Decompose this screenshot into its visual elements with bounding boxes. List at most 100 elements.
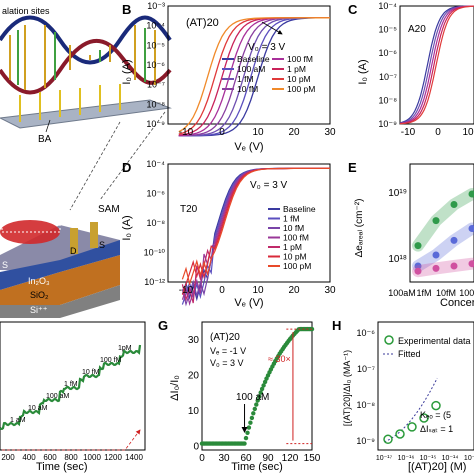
panel-b-xtick: -10: [179, 127, 194, 138]
drain-label: D: [70, 246, 77, 256]
panel-f-annotation: 100 fM: [100, 357, 122, 364]
panel-b: B 10⁻³ 10⁻⁴ 10⁻⁵ 10⁻⁶ 10⁻⁷ 10⁻⁸ 10⁻⁹ -10 0 10 20 3…: [121, 1, 336, 153]
panel-b-ytick: 10⁻⁹: [146, 119, 165, 129]
panel-g-xtick: 0: [199, 453, 205, 464]
panel-d-ytick: 10⁻¹⁰: [144, 248, 166, 258]
panel-h-ytick: 10⁻⁶: [357, 328, 376, 338]
panel-d-xlabel: Vₑ (V): [234, 297, 263, 309]
panel-f-xtick: 600: [43, 453, 57, 462]
panel-d-ylabel: I₀ (A): [121, 215, 133, 240]
panel-g-point: [245, 430, 250, 435]
panel-g-xtick: 30: [218, 453, 230, 464]
panel-h-isat: ΔIₛₐₜ = 1: [420, 424, 453, 434]
panel-b-legend-label: 100 aM: [237, 64, 265, 74]
panel-b-ytick: 10⁻⁸: [146, 99, 165, 109]
panel-g-xtick: 120: [282, 453, 299, 464]
panel-b-xlabel: Vₑ (V): [234, 141, 263, 153]
panel-h-ytick: 10⁻⁹: [356, 436, 375, 446]
panel-d-xtick: 30: [324, 285, 336, 296]
panel-e-xtick: 10fM: [436, 288, 456, 298]
in2o3-label: In₂O₃: [28, 276, 50, 286]
panel-b-ytick: 10⁻⁷: [147, 80, 165, 90]
panel-e-point: [414, 242, 422, 250]
panel-g-point: [259, 386, 265, 392]
panel-g-point: [261, 383, 266, 388]
panel-g-ytick: 30: [188, 335, 200, 346]
panel-c-ylabel: I₀ (A): [357, 59, 369, 84]
panel-h-xtick: 10⁻¹⁷: [376, 455, 393, 462]
panel-c-xtick: 0: [435, 127, 441, 138]
panel-d-ytick: 10⁻¹²: [144, 277, 165, 287]
panel-c-letter: C: [348, 2, 358, 17]
panel-f-xtick: 1000: [83, 453, 101, 462]
panel-h-ytick: 10⁻⁷: [357, 364, 375, 374]
panel-e-xtick: 1fM: [416, 288, 431, 298]
panel-d-tag: T20: [180, 204, 198, 215]
panel-g-point: [257, 394, 262, 399]
source-label-right: S: [99, 240, 105, 250]
panel-h-xtick: 10⁻¹⁴: [442, 455, 459, 462]
panel-c-xtick: -10: [401, 127, 416, 138]
panel-b-xtick: 30: [324, 127, 336, 138]
panel-e-point: [432, 264, 440, 272]
panel-c-ytick: 10⁻⁷: [379, 72, 397, 82]
panel-h-point: [419, 413, 429, 423]
panel-d-xtick: -10: [179, 285, 194, 296]
panel-b-legend-label: 10 fM: [237, 84, 258, 94]
panel-g-xtick: 60: [240, 453, 252, 464]
panel-e-point: [468, 260, 474, 268]
panel-b-ytick: 10⁻³: [147, 1, 165, 11]
panel-c-ytick: 10⁻⁴: [378, 1, 397, 11]
panel-f-xtick: 400: [22, 453, 36, 462]
panel-f-xtick: 1400: [125, 453, 143, 462]
panel-d-letter: D: [122, 160, 131, 175]
panel-g: G 0 10 20 30 0 30 60 90 120 150 (AT)20 Vₑ = -1 V…: [158, 318, 321, 473]
panel-d-legend-label: 100 pM: [283, 261, 311, 271]
panel-c-curve-4: [399, 5, 474, 125]
panel-d-legend-label: 10 fM: [283, 223, 304, 233]
panel-f-annotation: 1 fM: [64, 381, 78, 388]
panel-h-point: [407, 422, 417, 432]
panel-f-annotation: 10 fM: [82, 369, 100, 376]
panel-b-letter: B: [122, 2, 131, 17]
panel-d-xtick: 10: [252, 285, 264, 296]
panel-b-tag: (AT)20: [186, 17, 219, 29]
panel-b-xtick: 0: [219, 127, 225, 138]
panel-g-tag: (AT)20: [210, 332, 240, 343]
panel-b-xtick: 10: [252, 127, 264, 138]
panel-h-point: [395, 429, 405, 439]
panel-b-legend-label: 10 pM: [287, 74, 311, 84]
panel-g-point: [254, 402, 259, 407]
panel-b-ylabel: I₀ (A): [121, 59, 133, 84]
panel-c: C 10⁻⁴ 10⁻⁵ 10⁻⁶ 10⁻⁷ 10⁻⁸ 10⁻⁹ -10 0 10 A20 I₀…: [348, 1, 474, 138]
panel-h-fit-line: [384, 377, 438, 443]
panel-e-point: [432, 251, 440, 259]
panel-c-ytick: 10⁻⁹: [378, 119, 397, 129]
panel-d-ytick: 10⁻⁴: [146, 159, 165, 169]
panel-b-legend-label: 1 pM: [287, 64, 306, 74]
panel-h-letter: H: [332, 318, 341, 333]
panel-f-trace: [0, 344, 142, 431]
panel-e-point: [450, 236, 458, 244]
panel-e-band-2: [412, 257, 474, 278]
panel-g-point: [251, 411, 256, 416]
panel-h-legend-marker: [384, 335, 394, 345]
panel-h-marks: [383, 377, 441, 445]
sam-label: SAM: [98, 204, 120, 215]
panel-a: alation sites BA SAM D S S In₂O₃ SiO₂ Si…: [0, 6, 172, 318]
panel-h-ytick: 10⁻⁸: [356, 400, 375, 410]
panel-e-xtick: 100aM: [388, 288, 416, 298]
panel-h-point: [431, 400, 441, 411]
panel-e-point: [414, 262, 422, 270]
panel-b-ytick: 10⁻⁴: [146, 21, 165, 31]
panel-g-point: [252, 406, 257, 412]
panel-g-xtick: 90: [262, 453, 274, 464]
panel-f-annotation: 10 aM: [28, 405, 48, 412]
panel-h-xtick: 10⁻¹⁶: [398, 455, 415, 462]
panel-g-xtick: 150: [304, 453, 321, 464]
panel-c-tag: A20: [408, 24, 426, 35]
